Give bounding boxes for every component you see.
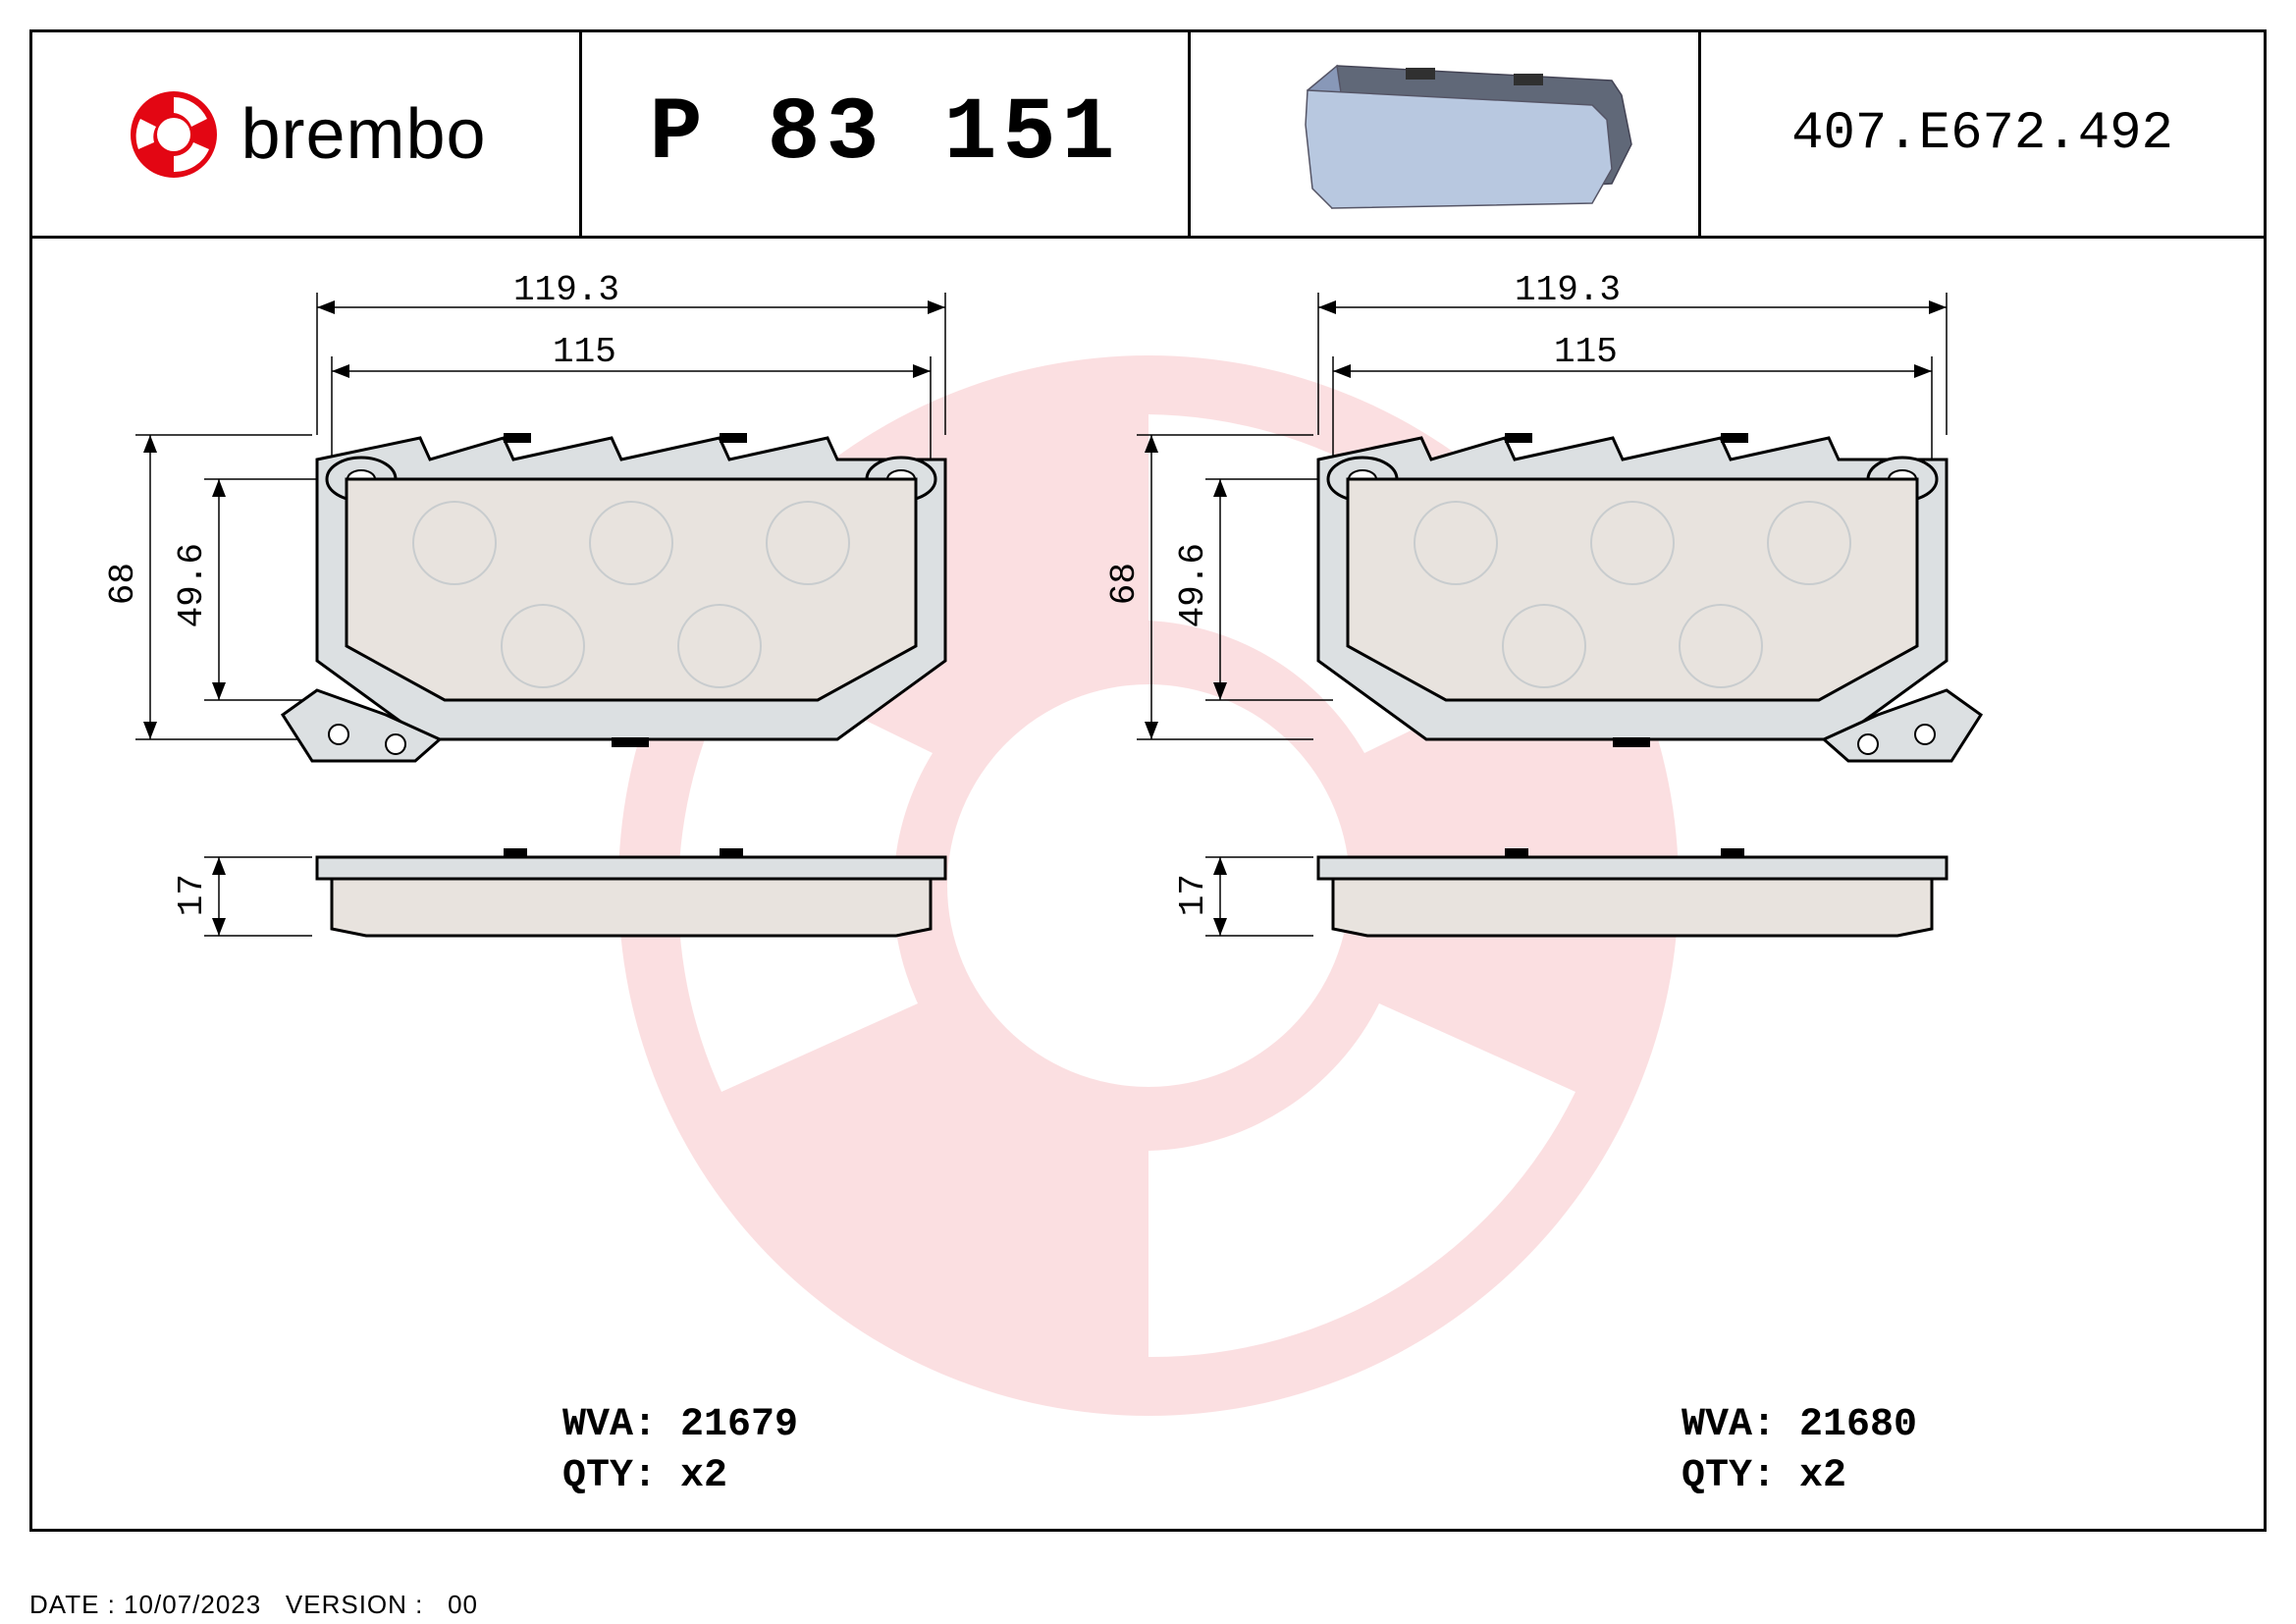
right-info: WVA: 21680 QTY: x2 <box>1682 1400 1917 1502</box>
code-cell: 407.E672.492 <box>1701 32 2264 236</box>
render-cell <box>1191 32 1701 236</box>
qty-value: x2 <box>680 1454 727 1498</box>
header-row: brembo P 83 151 407.E672.492 <box>32 32 2264 239</box>
dim-thickness: 17 <box>1173 874 1213 916</box>
wva-label: WVA: <box>562 1403 657 1447</box>
qty-label: QTY: <box>562 1454 657 1498</box>
wva-label: WVA: <box>1682 1403 1776 1447</box>
brand-text: brembo <box>240 94 486 175</box>
drawing-frame: brembo P 83 151 407.E672.492 <box>29 29 2267 1532</box>
brand-cell: brembo <box>32 32 582 236</box>
left-pad-group: 119.3 115 68 49.6 17 <box>91 268 1093 1039</box>
dim-thickness: 17 <box>172 874 212 916</box>
date-value: 10/07/2023 <box>124 1590 261 1619</box>
part-number: P 83 151 <box>649 84 1120 185</box>
drawing-area: 119.3 115 68 49.6 17 <box>32 239 2264 1532</box>
left-info: WVA: 21679 QTY: x2 <box>562 1400 798 1502</box>
brembo-icon <box>125 85 223 184</box>
dim-height-inner: 49.6 <box>172 543 212 627</box>
wva-value: 21679 <box>680 1403 798 1447</box>
part-number-cell: P 83 151 <box>582 32 1191 236</box>
code-text: 407.E672.492 <box>1791 104 2173 164</box>
left-pad-drawing <box>91 268 1093 1034</box>
brembo-logo: brembo <box>125 85 486 184</box>
dim-width-inner: 115 <box>1554 332 1618 372</box>
version-value: 00 <box>448 1590 478 1619</box>
qty-value: x2 <box>1799 1454 1846 1498</box>
dim-height-outer: 68 <box>1104 563 1145 605</box>
dim-width-outer: 119.3 <box>1515 270 1621 310</box>
right-pad-group: 119.3 115 68 49.6 17 <box>1093 268 2094 1039</box>
version-label: VERSION : <box>286 1590 423 1619</box>
qty-label: QTY: <box>1682 1454 1776 1498</box>
dim-width-outer: 119.3 <box>513 270 619 310</box>
wva-value: 21680 <box>1799 1403 1917 1447</box>
dim-height-outer: 68 <box>103 563 143 605</box>
right-pad-drawing <box>1093 268 2094 1034</box>
date-label: DATE : <box>29 1590 116 1619</box>
dim-width-inner: 115 <box>553 332 616 372</box>
pad-3d-render <box>1239 46 1651 223</box>
date-version-line: DATE : 10/07/2023 VERSION : 00 <box>29 1590 478 1620</box>
dim-height-inner: 49.6 <box>1173 543 1213 627</box>
